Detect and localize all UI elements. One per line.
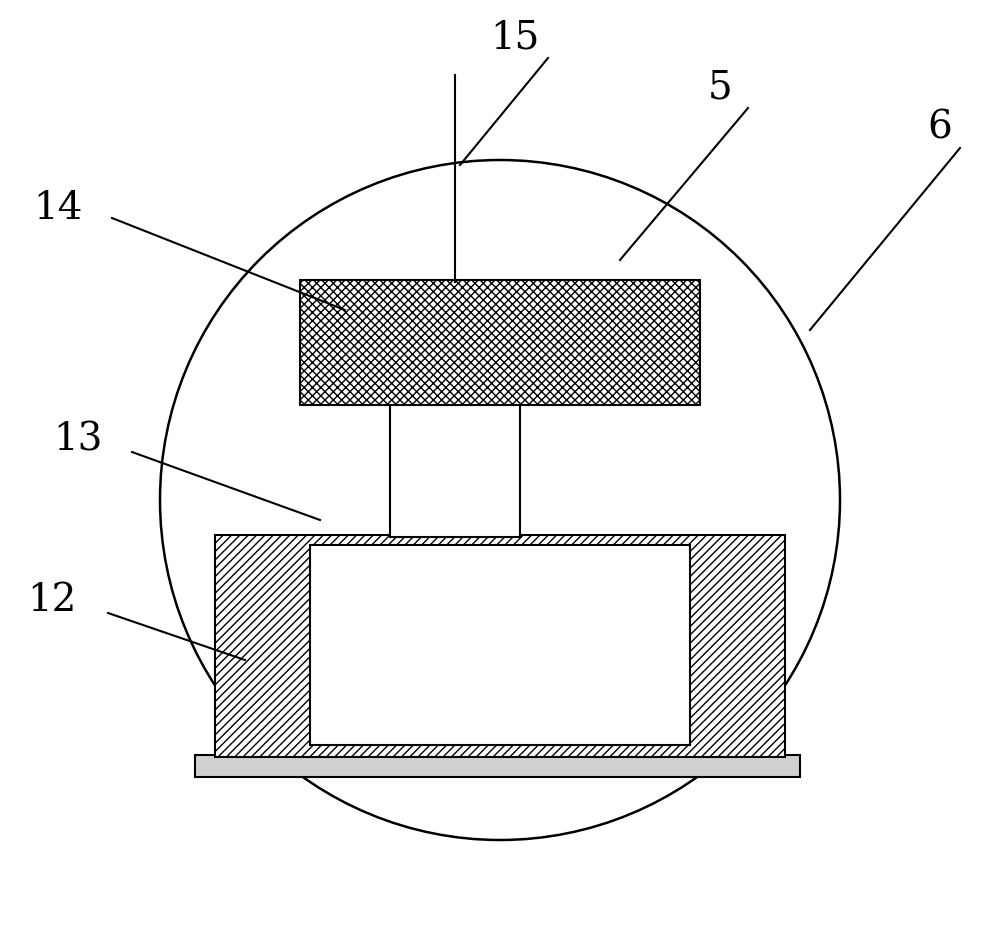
Bar — [300, 280, 700, 405]
Text: 5: 5 — [708, 69, 732, 106]
Bar — [195, 755, 800, 777]
Bar — [310, 545, 690, 745]
Bar — [390, 400, 520, 537]
Bar — [215, 535, 785, 757]
Text: 6: 6 — [928, 110, 952, 147]
Text: 15: 15 — [490, 20, 540, 57]
Text: 12: 12 — [27, 581, 77, 618]
Text: 13: 13 — [53, 421, 103, 458]
Text: 14: 14 — [33, 189, 83, 226]
